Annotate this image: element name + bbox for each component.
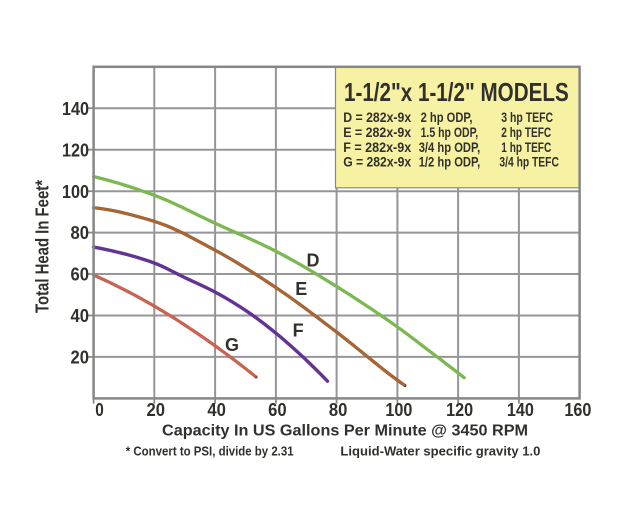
- svg-text:F: F: [293, 321, 304, 341]
- svg-text:80: 80: [71, 223, 90, 243]
- svg-text:120: 120: [62, 140, 89, 160]
- svg-text:Total Head In Feet*: Total Head In Feet*: [33, 180, 53, 313]
- svg-text:1/2 hp ODP,: 1/2 hp ODP,: [419, 154, 481, 170]
- svg-text:140: 140: [62, 99, 89, 119]
- svg-text:160: 160: [564, 400, 591, 420]
- svg-text:E = 282x-9x: E = 282x-9x: [343, 124, 411, 140]
- svg-text:* Convert to PSI, divide by 2.: * Convert to PSI, divide by 2.31: [126, 444, 294, 459]
- svg-text:3/4 hp TEFC: 3/4 hp TEFC: [499, 154, 559, 170]
- svg-text:1 hp TEFC: 1 hp TEFC: [501, 139, 551, 155]
- svg-text:40: 40: [71, 306, 90, 326]
- svg-text:F = 282x-9x: F = 282x-9x: [343, 139, 411, 155]
- svg-text:D: D: [307, 251, 320, 271]
- svg-text:100: 100: [62, 182, 89, 202]
- svg-text:1-1/2"x 1-1/2" MODELS: 1-1/2"x 1-1/2" MODELS: [344, 77, 569, 107]
- svg-text:G: G: [225, 335, 239, 355]
- svg-text:E: E: [295, 279, 307, 299]
- svg-text:120: 120: [446, 400, 473, 420]
- svg-text:3/4 hp ODP,: 3/4 hp ODP,: [419, 139, 481, 155]
- svg-text:0: 0: [95, 400, 104, 420]
- svg-text:40: 40: [207, 400, 226, 420]
- svg-text:Capacity In US Gallons Per Min: Capacity In US Gallons Per Minute @ 3450…: [162, 423, 528, 440]
- svg-text:3 hp TEFC: 3 hp TEFC: [501, 109, 553, 125]
- svg-text:60: 60: [71, 265, 90, 285]
- svg-text:1.5 hp ODP,: 1.5 hp ODP,: [421, 124, 479, 140]
- svg-text:60: 60: [268, 400, 287, 420]
- svg-text:80: 80: [329, 400, 348, 420]
- svg-text:20: 20: [147, 400, 166, 420]
- svg-text:100: 100: [385, 400, 412, 420]
- svg-text:140: 140: [507, 400, 534, 420]
- svg-text:2 hp ODP,: 2 hp ODP,: [421, 109, 473, 125]
- svg-text:G = 282x-9x: G = 282x-9x: [343, 154, 411, 170]
- svg-text:2 hp TEFC: 2 hp TEFC: [501, 124, 551, 140]
- svg-text:D = 282x-9x: D = 282x-9x: [343, 109, 411, 125]
- svg-text:Liquid-Water specific gravity: Liquid-Water specific gravity 1.0: [340, 444, 540, 459]
- svg-text:20: 20: [71, 348, 90, 368]
